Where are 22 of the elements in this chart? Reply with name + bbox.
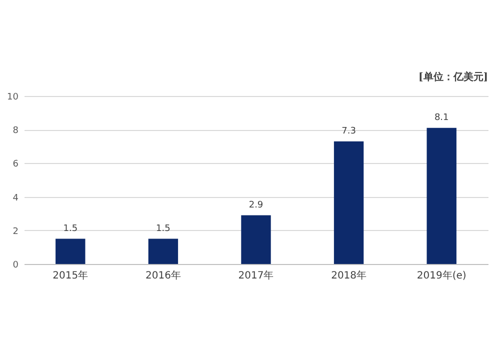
x-tick-label: 2018年 [331,270,367,282]
y-tick-label: 6 [12,160,19,170]
data-label: 8.1 [434,112,449,123]
data-label: 1.5 [63,224,78,234]
bar [334,141,364,264]
y-tick-label: 0 [12,260,19,270]
bar [426,128,456,264]
data-label: 1.5 [156,224,170,234]
y-tick-label: 10 [7,92,19,102]
x-tick-label: 2019年(e) [416,270,466,282]
y-tick-label: 2 [12,226,18,237]
bar [241,215,271,264]
text: [单位：亿美元] [418,71,488,83]
data-label: 2.9 [248,200,264,210]
y-tick-label: 8 [12,126,19,136]
x-tick-label: 2015年 [52,270,88,282]
bar [56,238,86,264]
data-label: 7.3 [342,126,356,136]
y-tick-label: 4 [12,193,19,204]
x-tick-label: 2017年 [238,270,274,282]
bar [148,238,178,264]
x-tick-label: 2016年 [145,270,181,282]
